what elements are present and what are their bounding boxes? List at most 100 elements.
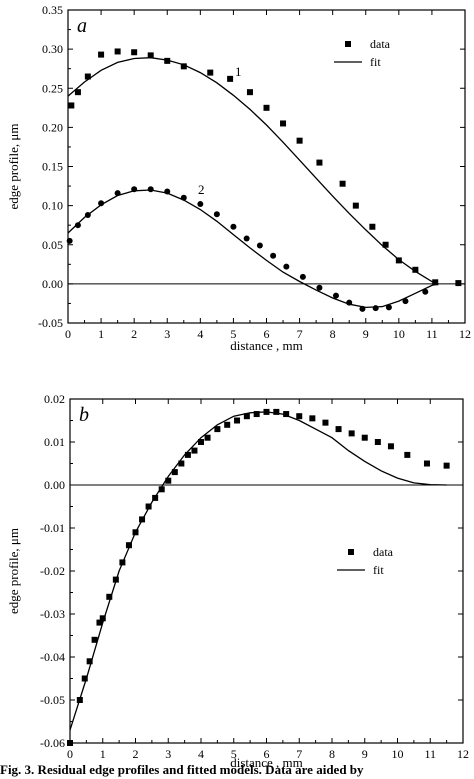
panel-b-data-point <box>243 413 250 420</box>
panel-b-x-tick-label: 9 <box>362 747 368 761</box>
panel-b-y-tick-label: -0.01 <box>40 521 65 535</box>
panel-a-data-point <box>455 280 462 287</box>
panel-b-data-point <box>198 439 204 445</box>
figure-caption: Fig. 3. Residual edge profiles and fitte… <box>0 761 474 779</box>
panel-b-data-point <box>309 415 316 422</box>
panel-b-y-tick-label: 0.00 <box>44 478 65 492</box>
panel-b-y-tick-label: 0.02 <box>44 392 65 406</box>
panel-b-data-point <box>106 593 113 600</box>
panel-a-curve-label-1: 1 <box>235 64 242 79</box>
panel-b-data-point <box>283 411 290 418</box>
panel-b-data-point <box>296 413 303 420</box>
panel-a-x-tick-label: 4 <box>197 327 203 341</box>
panel-a-data-point <box>147 186 154 193</box>
panel-a-data-point <box>164 57 171 64</box>
panel-a-x-tick-label: 5 <box>230 327 236 341</box>
panel-b-data-point <box>67 740 73 746</box>
panel-b-data-point <box>158 486 165 493</box>
panel-b-x-tick-label: 7 <box>296 747 302 761</box>
panel-a-x-tick-label: 6 <box>264 327 270 341</box>
panel-a-y-tick-label: 0.30 <box>42 42 63 56</box>
panel-a-fit-line-2 <box>67 189 439 309</box>
panel-b-x-tick-label: 8 <box>329 747 335 761</box>
panel-a-data-point <box>270 252 277 259</box>
panel-b-data-point <box>165 477 172 484</box>
panel-a-data-point <box>66 237 73 244</box>
panel-b-x-tick-label: 12 <box>457 747 469 761</box>
panel-b-data-point <box>253 411 260 418</box>
panel-a-x-axis-label: distance , mm <box>230 338 303 353</box>
panel-a-x-tick-label: 3 <box>164 327 170 341</box>
panel-a-data-point <box>84 73 91 80</box>
panel-a-data-point <box>180 63 187 70</box>
panel-a-y-tick-label: 0.20 <box>42 120 63 134</box>
panel-a-legend-data-label: data <box>370 37 391 51</box>
panel-b-legend-data-label: data <box>373 545 394 559</box>
panel-b-data-point <box>443 462 450 469</box>
panel-a-x-tick-label: 7 <box>297 327 303 341</box>
panel-a-data-point <box>402 298 409 305</box>
panel-b-data-point <box>191 447 198 454</box>
panel-b-data-point <box>214 426 221 433</box>
panel-b-data-point <box>91 636 98 643</box>
panel-b-data-point <box>204 434 211 441</box>
panel-a-data-point <box>263 104 270 111</box>
panel-b-y-tick-label: 0.01 <box>44 435 65 449</box>
panel-a-data-point <box>352 202 359 209</box>
panel-a-x-tick-label: 0 <box>65 327 71 341</box>
panel-a-data-point <box>316 159 323 166</box>
panel-a-y-tick-label: 0.25 <box>42 81 63 95</box>
panel-a-data-point <box>243 235 250 242</box>
panel-a-y-tick-label: -0.05 <box>38 316 63 330</box>
panel-b-data-point <box>96 619 103 626</box>
panel-a-data-point <box>74 89 81 96</box>
panel-b-x-tick-label: 6 <box>264 747 270 761</box>
panel-b-legend-fit-label: fit <box>373 563 384 577</box>
panel-a-label: a <box>77 15 87 37</box>
panel-b-data-point <box>404 451 411 458</box>
panel-b-data-point <box>184 451 191 458</box>
panel-b-label: b <box>79 404 89 426</box>
panel-a-x-tick-label: 1 <box>98 327 104 341</box>
panel-a-x-tick-label: 11 <box>426 327 438 341</box>
panel-b-data-point <box>387 443 394 450</box>
panel-b-x-tick-label: 10 <box>392 747 404 761</box>
panel-b-data-point <box>145 503 152 510</box>
panel-a-data-point <box>296 137 303 144</box>
panel-a-data-point <box>412 266 419 273</box>
panel-a-legend-fit-label: fit <box>370 55 381 69</box>
panel-a-data-point <box>382 241 389 248</box>
panel-b-data-point <box>178 460 185 467</box>
panel-a-data-point <box>213 211 220 218</box>
panel-a-x-tick-label: 12 <box>459 327 471 341</box>
panel-a-data-point <box>227 75 234 82</box>
panel-a-data-point <box>147 52 154 59</box>
panel-b-legend-data-marker <box>348 549 354 555</box>
panel-b-data-point <box>234 417 241 424</box>
panel-a-x-tick-label: 2 <box>131 327 137 341</box>
panel-a-data-point <box>114 48 121 55</box>
panel-a-data-point <box>299 273 306 280</box>
panel-b-x-tick-label: 1 <box>100 747 106 761</box>
panel-b-data-point <box>171 469 178 476</box>
panel-a-data-point <box>332 292 339 299</box>
panel-b-y-tick-label: -0.04 <box>40 650 65 664</box>
panel-b-fit-line-1 <box>69 411 447 731</box>
panel-a-data-point <box>385 304 392 311</box>
panel-b-x-tick-label: 2 <box>133 747 139 761</box>
panel-b-data-point <box>322 419 329 426</box>
panel-b-x-tick-label: 3 <box>165 747 171 761</box>
panel-a-data-point <box>98 200 105 207</box>
panel-a-data-point <box>422 288 429 295</box>
panel-a-fit-line-1 <box>67 57 439 285</box>
panel-b-y-tick-label: -0.05 <box>40 693 65 707</box>
panel-a-x-tick-label: 9 <box>363 327 369 341</box>
panel-a-legend-data-marker <box>345 41 351 47</box>
panel-a-plot-frame <box>67 9 466 324</box>
panel-b-x-tick-label: 0 <box>67 747 73 761</box>
panel-a-x-tick-label: 10 <box>393 327 405 341</box>
panel-a-data-point <box>339 180 346 187</box>
panel-a-data-point <box>230 223 237 230</box>
panel-b-plot-frame <box>69 398 464 744</box>
